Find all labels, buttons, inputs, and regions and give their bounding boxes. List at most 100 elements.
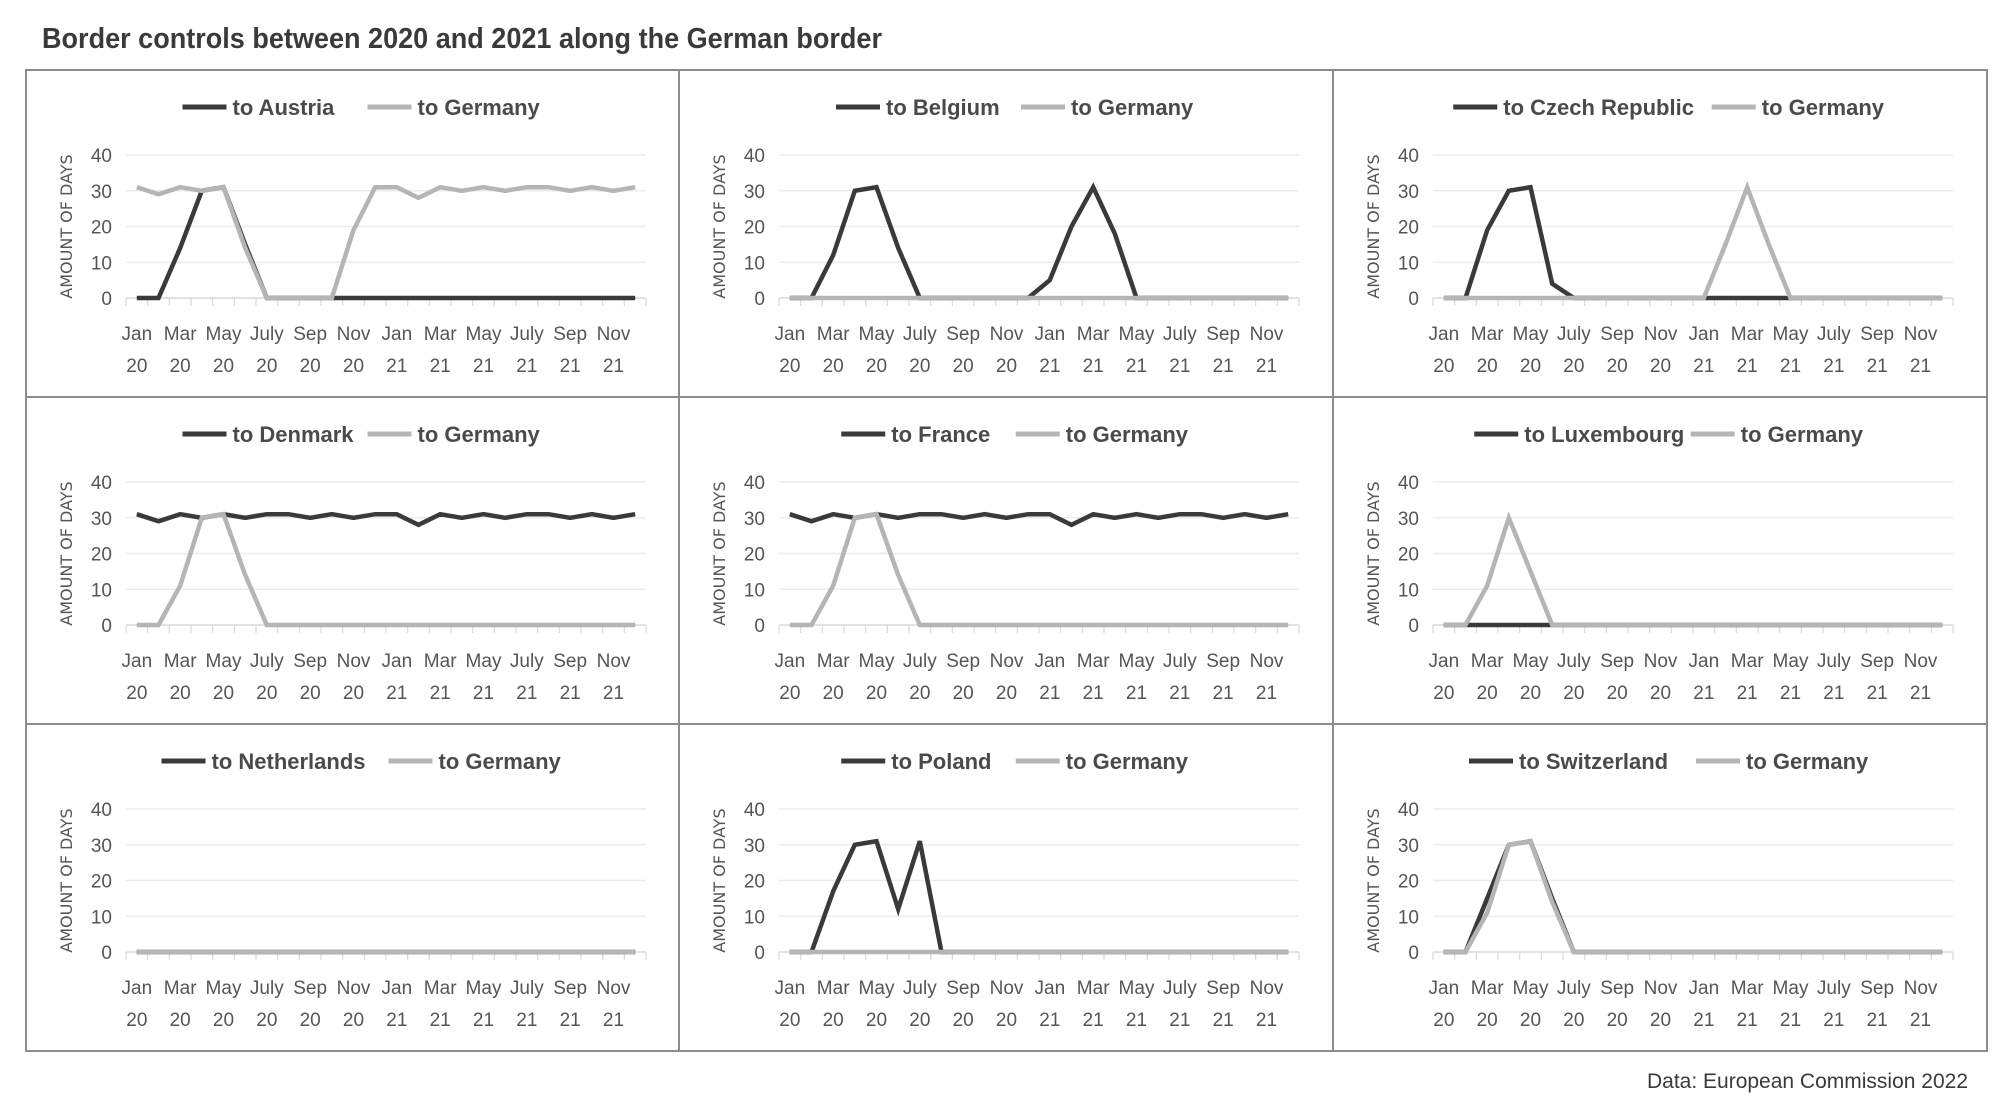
y-tick-label: 0 <box>754 289 765 310</box>
y-tick-label: 10 <box>744 580 765 601</box>
x-tick-label-month: Mar <box>164 651 197 672</box>
x-tick-label-year: 20 <box>1520 356 1541 377</box>
x-tick-label-year: 20 <box>300 683 321 704</box>
x-tick-label-year: 20 <box>909 356 930 377</box>
series-line-germany <box>1443 511 1943 628</box>
y-tick-label: 20 <box>744 872 765 893</box>
x-tick-label-month: Mar <box>817 651 850 672</box>
x-tick-label-month: Sep <box>553 978 587 999</box>
x-tick-label-year: 20 <box>996 1010 1017 1031</box>
x-tick-label-month: Jan <box>775 978 806 999</box>
legend-label: to Belgium <box>886 95 1000 120</box>
x-tick-label-month: July <box>1163 324 1197 345</box>
x-tick-label-month: Jan <box>1035 651 1066 672</box>
panel-border <box>678 723 1334 1052</box>
x-tick-label-year: 20 <box>213 683 234 704</box>
x-tick-label-year: 20 <box>1477 356 1498 377</box>
x-tick-label-month: July <box>903 978 937 999</box>
x-tick-label-year: 21 <box>1126 683 1147 704</box>
x-tick-label-month: Nov <box>1250 324 1284 345</box>
y-tick-label: 30 <box>1398 509 1419 530</box>
y-tick-label: 20 <box>91 545 112 566</box>
x-tick-label-month: July <box>250 324 284 345</box>
y-axis-label: AMOUNT OF DAYS <box>1364 808 1383 952</box>
x-tick-label-year: 21 <box>1823 1010 1844 1031</box>
legend-label: to Germany <box>1746 749 1869 774</box>
y-axis-label: AMOUNT OF DAYS <box>710 154 729 298</box>
x-tick-label-year: 21 <box>386 1010 407 1031</box>
x-tick-label-year: 21 <box>473 1010 494 1031</box>
x-tick-label-year: 21 <box>1083 1010 1104 1031</box>
y-tick-label: 30 <box>91 836 112 857</box>
legend-label: to Germany <box>1071 95 1194 120</box>
x-tick-label-year: 20 <box>213 1010 234 1031</box>
x-tick-label-month: Mar <box>1077 978 1110 999</box>
x-tick-label-year: 20 <box>1477 683 1498 704</box>
x-tick-label-year: 21 <box>560 1010 581 1031</box>
x-tick-label-year: 21 <box>1780 1010 1801 1031</box>
x-tick-label-year: 20 <box>1650 356 1671 377</box>
x-tick-label-year: 20 <box>1520 1010 1541 1031</box>
x-tick-label-month: May <box>859 324 895 345</box>
x-tick-label-year: 20 <box>866 1010 887 1031</box>
y-tick-label: 20 <box>1398 872 1419 893</box>
y-tick-label: 20 <box>744 218 765 239</box>
x-tick-label-year: 21 <box>1867 356 1888 377</box>
x-tick-label-year: 20 <box>953 683 974 704</box>
x-tick-label-month: Jan <box>1689 651 1720 672</box>
x-tick-label-year: 20 <box>256 356 277 377</box>
legend-label: to Austria <box>233 95 336 120</box>
x-tick-label-year: 21 <box>1126 356 1147 377</box>
x-tick-label-month: Nov <box>990 651 1024 672</box>
y-tick-label: 10 <box>91 253 112 274</box>
x-tick-label-year: 20 <box>779 1010 800 1031</box>
x-tick-label-month: May <box>206 978 242 999</box>
x-tick-label-year: 20 <box>300 356 321 377</box>
x-tick-label-month: Sep <box>1600 978 1634 999</box>
y-axis-label: AMOUNT OF DAYS <box>710 808 729 952</box>
x-tick-label-month: Nov <box>597 978 631 999</box>
series-line-germany <box>1443 838 1943 955</box>
x-tick-label-month: Nov <box>1644 978 1678 999</box>
x-tick-label-year: 20 <box>996 356 1017 377</box>
x-tick-label-month: Sep <box>1600 651 1634 672</box>
series-line-country <box>789 182 1289 301</box>
x-tick-label-year: 21 <box>1867 1010 1888 1031</box>
x-tick-label-year: 20 <box>953 1010 974 1031</box>
x-tick-label-month: Sep <box>1860 324 1894 345</box>
y-axis-label: AMOUNT OF DAYS <box>1364 154 1383 298</box>
x-tick-label-month: July <box>250 978 284 999</box>
x-tick-label-month: Mar <box>817 978 850 999</box>
x-tick-label-year: 21 <box>386 356 407 377</box>
x-tick-label-month: May <box>206 324 242 345</box>
x-tick-label-month: July <box>510 651 544 672</box>
x-tick-label-year: 20 <box>909 683 930 704</box>
x-tick-label-year: 21 <box>1693 356 1714 377</box>
x-tick-label-month: Jan <box>775 324 806 345</box>
y-tick-label: 30 <box>91 182 112 203</box>
x-tick-label-month: Mar <box>1077 651 1110 672</box>
x-tick-label-month: July <box>250 651 284 672</box>
x-tick-label-month: Jan <box>1429 651 1460 672</box>
x-tick-label-month: Nov <box>990 324 1024 345</box>
x-tick-label-year: 21 <box>1737 683 1758 704</box>
series-line-germany <box>136 184 636 301</box>
x-tick-label-year: 21 <box>516 1010 537 1031</box>
x-tick-label-year: 21 <box>386 683 407 704</box>
x-tick-label-year: 20 <box>1650 683 1671 704</box>
x-tick-label-month: Mar <box>164 324 197 345</box>
x-tick-label-month: Nov <box>337 978 371 999</box>
series-line-country <box>1443 838 1943 955</box>
x-tick-label-month: Sep <box>946 978 980 999</box>
x-tick-label-year: 20 <box>170 356 191 377</box>
x-tick-label-year: 21 <box>1910 1010 1931 1031</box>
x-tick-label-month: Jan <box>775 651 806 672</box>
x-tick-label-month: Jan <box>382 978 413 999</box>
x-tick-label-month: Jan <box>1429 324 1460 345</box>
y-tick-label: 0 <box>1408 289 1419 310</box>
x-tick-label-month: Sep <box>1206 324 1240 345</box>
series-line-country <box>789 838 1289 955</box>
x-tick-label-year: 21 <box>1169 1010 1190 1031</box>
x-tick-label-year: 20 <box>256 683 277 704</box>
